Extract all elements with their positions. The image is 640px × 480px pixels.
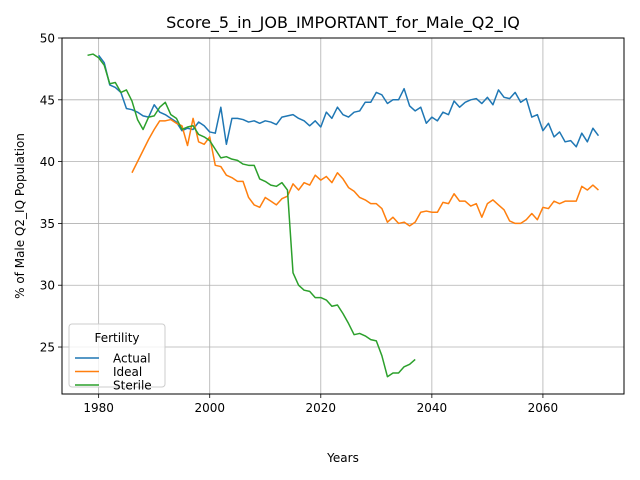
series-line-actual	[98, 54, 600, 148]
x-axis: 1980 2000 2020 2040 2060	[83, 394, 558, 415]
y-tick-label: 50	[40, 32, 55, 46]
legend-label-sterile: Sterile	[113, 379, 152, 393]
x-tick-label: 1980	[83, 401, 114, 415]
x-tick-label: 2000	[194, 401, 225, 415]
plot-frame	[61, 37, 625, 395]
y-tick-label: 30	[40, 279, 55, 293]
x-tick-label: 2060	[528, 401, 559, 415]
x-axis-label: Years	[326, 451, 359, 465]
legend-title: Fertility	[94, 331, 139, 345]
legend-label-ideal: Ideal	[113, 365, 142, 379]
series-line-ideal	[131, 117, 599, 227]
series-line-sterile	[87, 53, 416, 378]
x-tick-label: 2040	[417, 401, 448, 415]
y-tick-label: 35	[40, 217, 55, 231]
y-tick-label: 45	[40, 93, 55, 107]
y-tick-label: 25	[40, 341, 55, 355]
y-axis: 25 30 35 40 45 50	[40, 32, 62, 355]
series-lines	[87, 53, 600, 378]
y-axis-label: % of Male Q2_IQ Population	[13, 133, 27, 299]
y-tick-label: 40	[40, 155, 55, 169]
x-tick-label: 2020	[306, 401, 337, 415]
legend-label-actual: Actual	[113, 352, 151, 366]
chart-title: Score_5_in_JOB_IMPORTANT_for_Male_Q2_IQ	[166, 13, 520, 33]
